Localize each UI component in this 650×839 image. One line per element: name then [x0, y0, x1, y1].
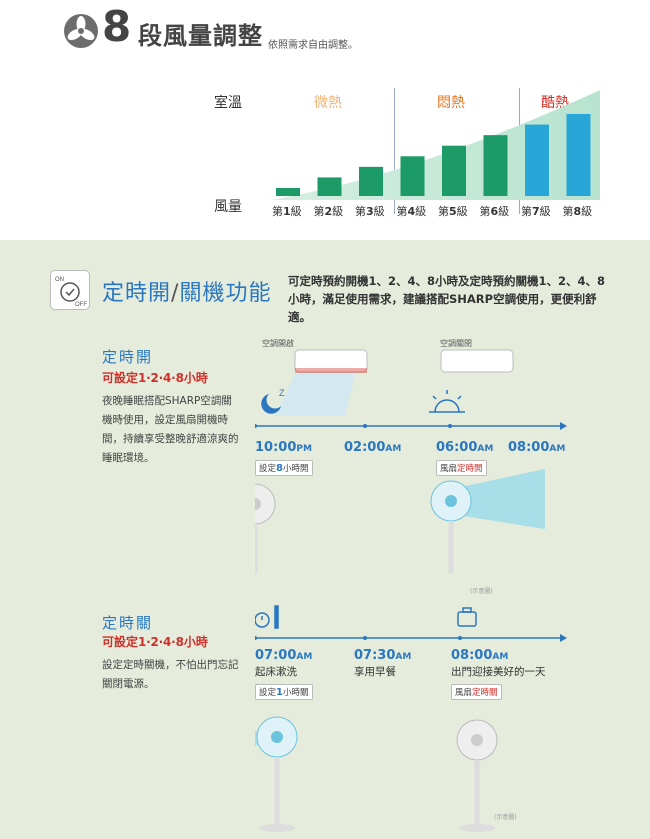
wind-level-label: 第7級 [521, 205, 551, 218]
alarm-clock-icon [255, 605, 279, 629]
fan-on-illustration [255, 716, 298, 832]
temperature-curve [270, 90, 600, 200]
ac-off-label: 空調關閉 [440, 339, 472, 348]
wind-level-bar [442, 145, 466, 196]
wind-level-label: 第8級 [562, 205, 593, 218]
timer-on-heading: 定時開 [102, 348, 154, 366]
sunrise-icon [429, 390, 465, 413]
fan-off-illustration [255, 483, 276, 574]
divider [394, 88, 395, 214]
timer-off-setting: 可設定1‧2‧4‧8小時 [102, 635, 208, 649]
illustration-note: (示意圖) [470, 588, 493, 595]
timer-off-chip: 設定1小時關 [255, 684, 313, 700]
wind-level-bar [400, 156, 425, 196]
timer-on-body: 夜晚睡眠搭配SHARP空調關機時使用，設定風扇開機時間，持續享受整晚舒適涼爽的睡… [102, 395, 239, 464]
wind-level-label: 第6級 [479, 205, 510, 218]
wind-level-bar [276, 188, 300, 196]
temp-humid: 悶熱 [437, 95, 465, 111]
caption-leave: 出門迎接美好的一天 [451, 666, 546, 678]
wind-level-bar [566, 114, 591, 196]
svg-text:ON: ON [55, 277, 64, 283]
section-title: 段風量調整 [138, 22, 263, 50]
wind-level-label: 第1級 [272, 205, 302, 218]
briefcase-icon [457, 607, 477, 627]
wind-level-bar [483, 135, 508, 196]
timer-off-heading: 定時關 [102, 614, 154, 632]
time-on-4: 08:00AM [508, 440, 566, 455]
wind-level-label: 第3級 [355, 205, 385, 218]
time-on-1: 10:00PM [255, 440, 312, 455]
timer-description: 可定時預約開機1、2、4、8小時及定時預約關機1、2、4、8小時，滿足使用需求，… [288, 274, 606, 324]
timer-off-body: 設定定時關機，不怕出門忘記關閉電源。 [102, 659, 239, 690]
air-conditioner-off [440, 349, 514, 373]
wind-level-bar [525, 124, 549, 196]
wind-level-label: 第5級 [438, 205, 468, 218]
room-temp-label: 室溫 [214, 95, 242, 111]
wind-level-label: 第4級 [396, 205, 427, 218]
wind-level-panel: 8 段風量調整 依照需求自由調整。 室溫 微熱 悶熱 酷熱 風量 第1級 第2級第… [0, 0, 650, 240]
timer-on-chip: 設定8小時開 [255, 460, 313, 476]
timer-icon: ON OFF [50, 270, 90, 310]
wind-level-label: 第2級 [313, 205, 344, 218]
fan-on-illustration [430, 469, 545, 574]
timer-on-setting: 可設定1‧2‧4‧8小時 [102, 371, 208, 385]
caption-wash: 起床漱洗 [255, 666, 297, 678]
level-count: 8 [102, 2, 132, 51]
fan-off-illustration [456, 719, 498, 832]
timer-panel [0, 240, 650, 839]
fan-off-chip: 風扇定時關 [451, 684, 502, 700]
wind-level-bars [270, 90, 600, 200]
ac-on-label: 空調開啟 [262, 339, 294, 348]
timer-on-illustration: Z [255, 349, 567, 574]
time-on-2: 02:00AM [344, 440, 402, 455]
fan-icon [64, 14, 98, 48]
illustration-note: (示意圖) [494, 814, 517, 821]
timer-title: 定時開/關機功能 [102, 281, 272, 306]
svg-text:OFF: OFF [75, 302, 87, 308]
temp-warm: 微熱 [314, 95, 342, 111]
time-off-1: 07:00AM [255, 648, 313, 663]
wind-label: 風量 [214, 199, 242, 215]
timer-off-illustration [255, 605, 567, 832]
sleep-icon: Z [261, 388, 285, 414]
time-on-3: 06:00AM [436, 440, 494, 455]
wind-level-bar [359, 166, 383, 196]
section-subtitle: 依照需求自由調整。 [268, 40, 358, 51]
time-off-2: 07:30AM [354, 648, 412, 663]
svg-text:Z: Z [279, 388, 285, 398]
time-off-3: 08:00AM [451, 648, 509, 663]
air-conditioner-on [294, 349, 368, 373]
wind-level-bar [317, 177, 342, 196]
temp-hot: 酷熱 [541, 95, 569, 111]
fan-on-chip: 風扇定時開 [436, 460, 487, 476]
caption-breakfast: 享用早餐 [354, 666, 396, 678]
